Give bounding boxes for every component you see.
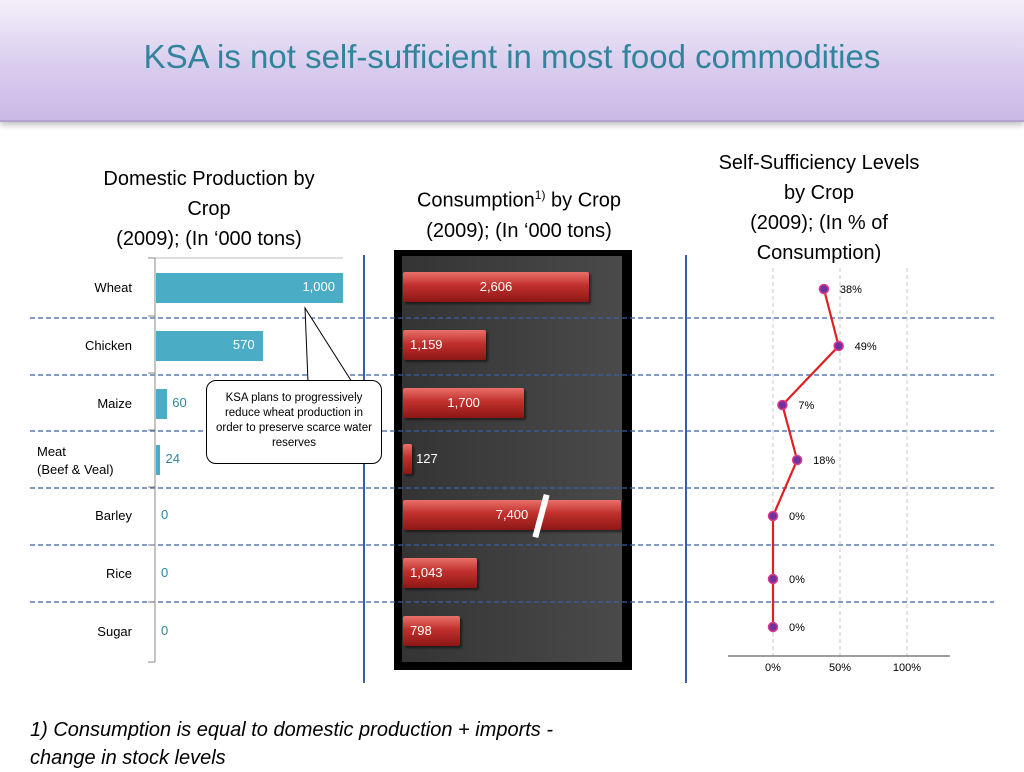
consumption-bar xyxy=(403,558,478,588)
selfsufficiency-tick-label: 0% xyxy=(765,662,781,674)
callout-pointer xyxy=(304,306,353,383)
category-label: Maize xyxy=(97,396,132,411)
consumption-bar xyxy=(403,330,486,360)
consumption-bar xyxy=(403,616,460,646)
consumption-value-label: 1,159 xyxy=(410,337,443,352)
footnote-line: 1) Consumption is equal to domestic prod… xyxy=(30,719,554,741)
category-label: Barley xyxy=(95,508,132,523)
selfsufficiency-value-label: 0% xyxy=(789,574,805,586)
consumption-value-label: 7,400 xyxy=(495,507,529,522)
production-value-label: 24 xyxy=(165,451,180,466)
consumption-chart-plot-area xyxy=(402,256,622,662)
production-value-label: 570 xyxy=(232,337,255,352)
selfsufficiency-point xyxy=(777,399,788,411)
selfsufficiency-title: Self-Sufficiency Levels by Crop (2009); … xyxy=(690,148,948,268)
production-value-label: 60 xyxy=(172,395,187,410)
selfsufficiency-point xyxy=(767,573,779,585)
consumption-title: Consumption1) by Crop (2009); (In ‘000 t… xyxy=(380,180,658,246)
selfsufficiency-title-line: by Crop xyxy=(783,182,855,204)
category-label: Rice xyxy=(105,566,132,581)
selfsufficiency-tick-label: 50% xyxy=(829,662,851,674)
consumption-value-label: 1,043 xyxy=(410,565,443,580)
selfsufficiency-value-label: 18% xyxy=(813,455,835,467)
production-bar xyxy=(156,273,343,303)
category-label: Wheat xyxy=(94,280,132,295)
consumption-value-label: 798 xyxy=(410,623,432,638)
production-title-line: (2009); (In ‘000 tons) xyxy=(116,228,302,250)
selfsufficiency-point xyxy=(767,621,779,633)
selfsufficiency-value-label: 0% xyxy=(789,511,805,523)
selfsufficiency-value-label: 0% xyxy=(789,622,805,634)
consumption-title-line: (2009); (In ‘000 tons) xyxy=(426,219,612,242)
category-label: Meat (Beef & Veal) xyxy=(37,444,114,477)
production-value-label: 0 xyxy=(161,507,169,522)
production-value-label: 0 xyxy=(161,623,169,638)
production-value-label: 0 xyxy=(161,565,169,580)
consumption-bar xyxy=(403,444,413,474)
consumption-title-text: by Crop xyxy=(545,189,622,212)
selfsufficiency-point xyxy=(767,510,779,522)
consumption-title-footnote-mark: 1) xyxy=(534,188,546,202)
production-title-line: Crop xyxy=(187,198,231,220)
header-band xyxy=(0,0,1024,122)
production-value-label: 1,000 xyxy=(302,279,335,294)
consumption-value-label: 127 xyxy=(416,451,438,466)
selfsufficiency-value-label: 49% xyxy=(855,341,877,353)
selfsufficiency-title-line: Consumption) xyxy=(756,242,882,264)
consumption-bar xyxy=(403,388,525,418)
production-title-line: Domestic Production by xyxy=(103,168,315,190)
selfsufficiency-tick-label: 100% xyxy=(893,662,921,674)
consumption-bar xyxy=(403,272,589,302)
production-bar xyxy=(156,331,263,361)
category-label: Chicken xyxy=(85,338,132,353)
footnote-line: change in stock levels xyxy=(30,747,226,769)
production-title: Domestic Production by Crop (2009); (In … xyxy=(70,164,348,254)
selfsufficiency-point xyxy=(833,340,844,352)
selfsufficiency-title-line: Self-Sufficiency Levels xyxy=(718,152,920,174)
footnote: 1) Consumption is equal to domestic prod… xyxy=(30,716,670,772)
consumption-bar xyxy=(403,500,621,530)
page-title: KSA is not self-sufficient in most food … xyxy=(143,38,881,75)
consumption-title-text: Consumption xyxy=(416,189,535,212)
category-label: Sugar xyxy=(97,624,132,639)
production-bar xyxy=(156,445,161,475)
consumption-value-label: 1,700 xyxy=(447,395,480,410)
consumption-value-label: 2,606 xyxy=(479,279,513,294)
callout-text: KSA plans to progressively reduce wheat … xyxy=(216,392,372,449)
selfsufficiency-point xyxy=(791,454,803,466)
selfsufficiency-value-label: 7% xyxy=(798,400,814,412)
production-bar xyxy=(156,389,168,419)
selfsufficiency-title-line: (2009); (In % of xyxy=(750,212,888,234)
selfsufficiency-value-label: 38% xyxy=(840,284,862,296)
wheat-callout: KSA plans to progressively reduce wheat … xyxy=(206,380,382,464)
selfsufficiency-point xyxy=(818,283,830,295)
